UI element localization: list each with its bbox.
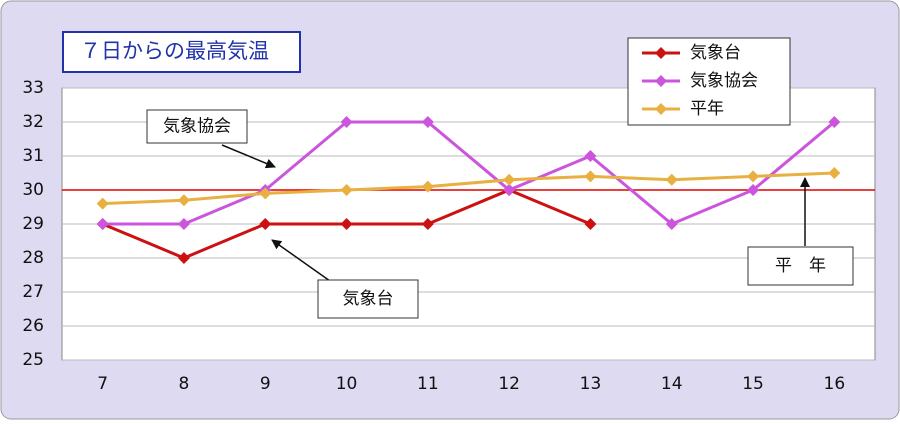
x-tick-label: 15 (742, 374, 764, 394)
series-line (102, 120, 836, 226)
annotation: 平 年 (775, 256, 826, 276)
y-tick-label: 30 (22, 180, 44, 200)
data-point (584, 218, 597, 230)
y-tick-label: 28 (22, 248, 44, 268)
data-point (421, 116, 434, 128)
x-tick-label: 16 (824, 374, 846, 394)
x-tick-label: 14 (661, 374, 683, 394)
data-point (340, 218, 353, 230)
data-point (584, 150, 597, 162)
series-line (102, 171, 835, 206)
data-point (503, 173, 516, 186)
data-point (503, 184, 516, 196)
annotation-box (317, 279, 419, 319)
legend-marker (655, 75, 667, 87)
x-tick-label: 7 (97, 374, 108, 394)
y-tick-label: 26 (22, 316, 44, 336)
data-point (259, 218, 272, 230)
annotation-arrow (221, 144, 276, 169)
y-tick-label: 32 (22, 112, 44, 132)
legend-label: 気象台 (690, 43, 741, 63)
data-point (177, 194, 190, 207)
data-point (177, 252, 190, 264)
data-point (828, 116, 841, 128)
y-tick-label: 25 (22, 350, 44, 370)
y-tick-label: 33 (22, 78, 44, 98)
x-tick-label: 12 (498, 374, 520, 394)
data-point (340, 116, 353, 128)
annotation-arrow (271, 239, 331, 282)
data-point (340, 184, 353, 196)
legend-label: 気象協会 (690, 71, 758, 91)
x-tick-label: 8 (179, 374, 190, 394)
data-point (421, 218, 434, 230)
y-tick-label: 29 (22, 214, 44, 234)
legend-marker (655, 47, 667, 59)
data-point (747, 170, 760, 183)
data-point (665, 173, 678, 186)
title-box (62, 31, 301, 73)
y-tick-label: 31 (22, 146, 44, 166)
annotation-box (747, 246, 854, 286)
annotation-box (146, 109, 248, 144)
chart-title: ７日からの最高気温 (80, 39, 269, 63)
legend-marker (655, 103, 667, 115)
annotation: 気象協会 (163, 117, 231, 137)
legend-label: 平年 (690, 99, 724, 119)
annotation: 気象台 (343, 289, 394, 309)
x-tick-label: 11 (417, 374, 439, 394)
data-point (584, 170, 597, 183)
y-tick-label: 27 (22, 282, 44, 302)
data-point (665, 218, 678, 230)
x-tick-label: 13 (580, 374, 602, 394)
data-point (259, 187, 272, 200)
x-tick-label: 9 (260, 374, 271, 394)
data-point (96, 218, 109, 230)
data-point (747, 184, 760, 196)
data-point (177, 218, 190, 230)
data-point (828, 167, 841, 179)
data-point (96, 197, 109, 210)
x-tick-label: 10 (336, 374, 358, 394)
data-point (421, 180, 434, 193)
